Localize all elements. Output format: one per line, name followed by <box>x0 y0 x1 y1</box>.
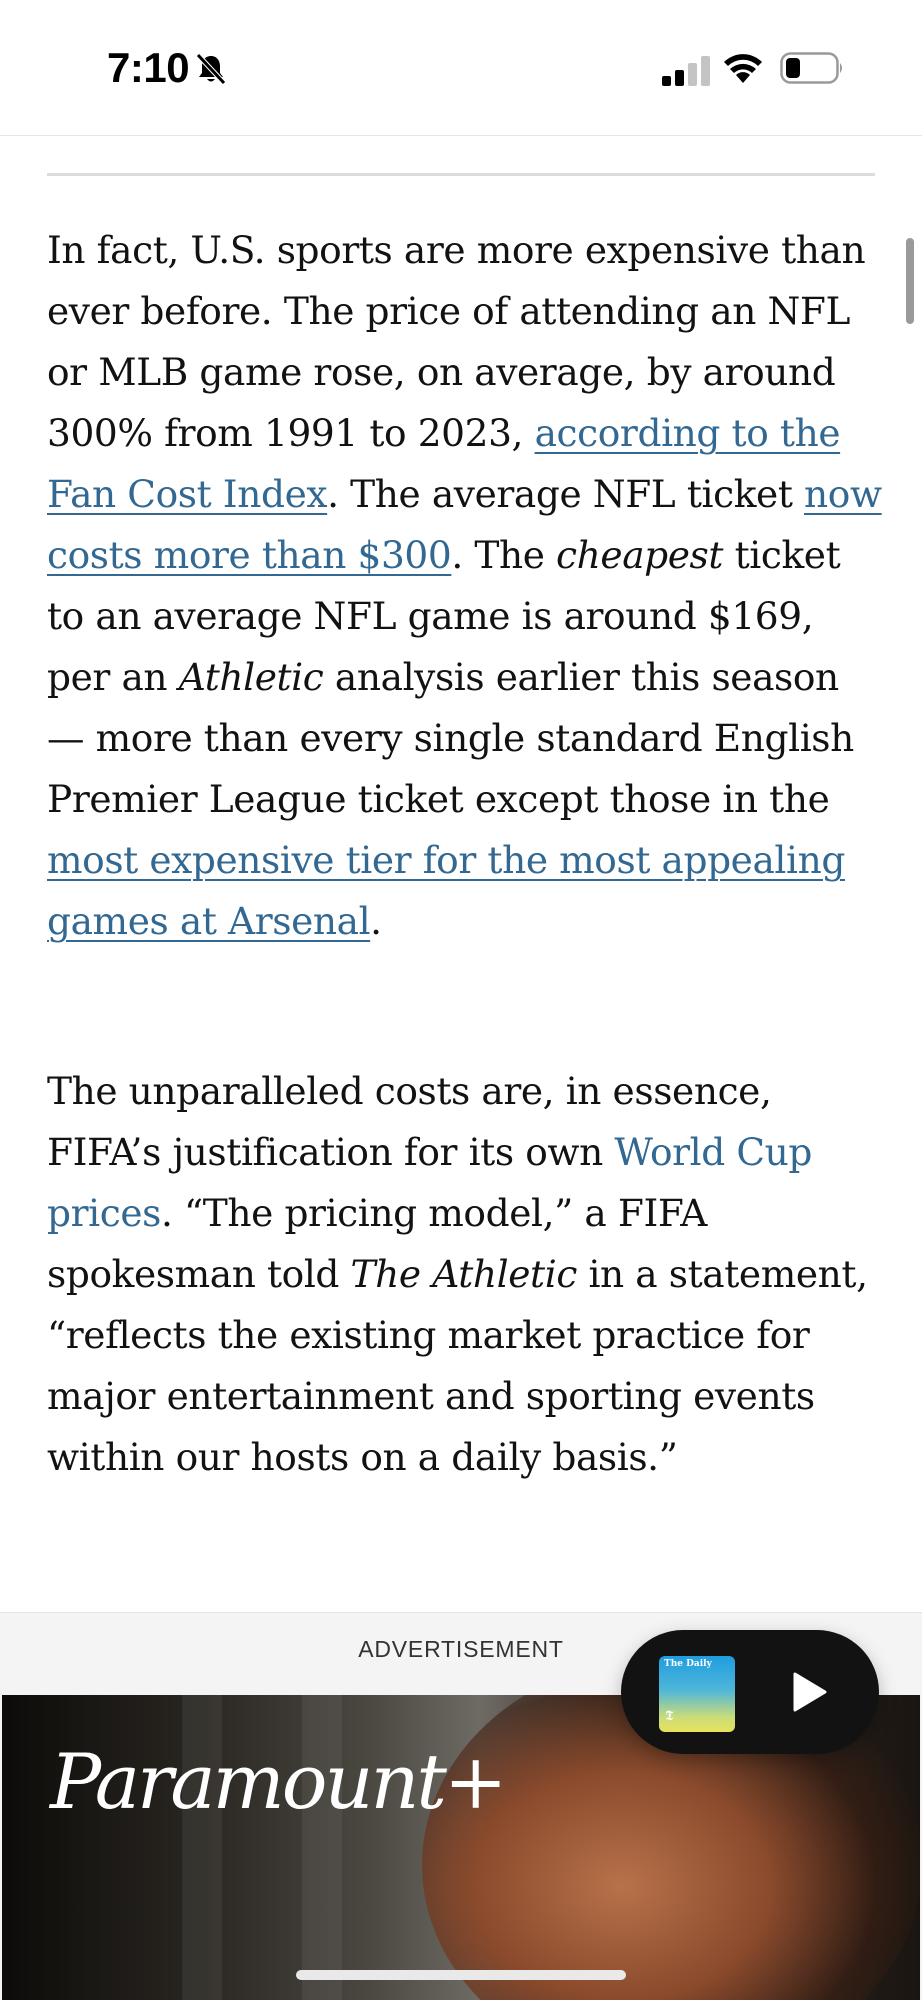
paragraph-text: ticket to an average NFL game is around … <box>47 533 841 699</box>
paragraph-text: In fact, U.S. sports are more expensive … <box>47 228 866 455</box>
the-daily-podcast-artwork: The Daily 𝕿 <box>659 1656 735 1732</box>
paragraph-text: analysis earlier this season — more than… <box>47 655 854 821</box>
wifi-icon <box>724 54 762 83</box>
paragraph-text: . <box>370 899 382 943</box>
battery-icon <box>780 52 842 84</box>
bell-slash-icon <box>196 53 226 85</box>
article-paragraph-1: In fact, U.S. sports are more expensive … <box>47 220 883 952</box>
link-world-cup-prices[interactable]: World Cup prices <box>47 1130 813 1235</box>
link-nfl-ticket-cost[interactable]: now costs more than $300 <box>47 472 882 577</box>
link-arsenal-tier[interactable]: most expensive tier for the most appeali… <box>47 838 845 943</box>
publication-name: Athletic <box>178 655 324 699</box>
podcast-title: The Daily <box>664 1659 712 1669</box>
advertisement-label: ADVERTISEMENT <box>358 1636 564 1662</box>
status-bar: 7:10 <box>0 0 922 136</box>
paragraph-text: . “The pricing model,” a FIFA spokesman … <box>47 1191 707 1296</box>
audio-mini-player[interactable]: The Daily 𝕿 <box>621 1630 879 1754</box>
section-divider <box>47 173 875 176</box>
paragraph-text: in a statement, “reflects the existing m… <box>47 1252 868 1479</box>
paragraph-text: . The average NFL ticket <box>327 472 805 516</box>
scrollbar-thumb[interactable] <box>906 238 914 324</box>
link-fan-cost-index[interactable]: according to the Fan Cost Index <box>47 411 841 516</box>
status-time: 7:10 <box>107 44 190 91</box>
paramount-plus-logo: Paramount+ <box>50 1737 508 1826</box>
publication-name: The Athletic <box>350 1252 578 1296</box>
play-icon[interactable] <box>787 1670 831 1714</box>
paragraph-text: . The <box>451 533 557 577</box>
article-paragraph-2: The unparalleled costs are, in essence, … <box>47 1061 883 1488</box>
ad-backdrop-stripe <box>182 1695 222 2000</box>
emphasis-text: cheapest <box>556 533 724 577</box>
ad-backdrop-stripe <box>302 1695 342 2000</box>
cellular-signal-icon <box>662 56 710 86</box>
nyt-logo: 𝕿 <box>665 1708 674 1724</box>
home-indicator[interactable] <box>296 1970 626 1980</box>
paragraph-text: The unparalleled costs are, in essence, … <box>47 1069 772 1174</box>
